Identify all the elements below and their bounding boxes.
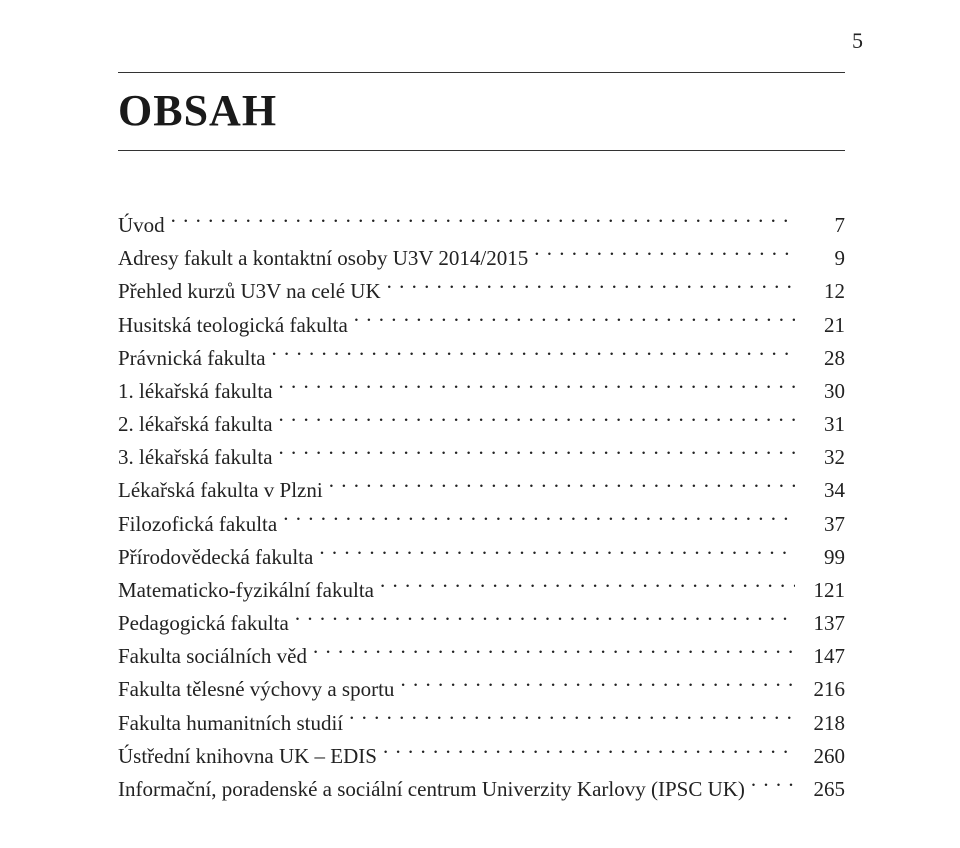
- toc-row: Právnická fakulta 28: [118, 342, 845, 375]
- toc-entry-page: 121: [801, 574, 845, 607]
- toc-row: Husitská teologická fakulta 21: [118, 309, 845, 342]
- toc-row: Fakulta sociálních věd 147: [118, 640, 845, 673]
- toc-row: Ústřední knihovna UK – EDIS 260: [118, 740, 845, 773]
- toc-entry-label: Ústřední knihovna UK – EDIS: [118, 740, 377, 773]
- toc-entry-page: 216: [801, 673, 845, 706]
- toc-entry-label: Přírodovědecká fakulta: [118, 541, 313, 574]
- toc-entry-page: 137: [801, 607, 845, 640]
- page-title: OBSAH: [118, 85, 845, 136]
- toc-leader-dots: [534, 244, 795, 265]
- toc-row: Matematicko-fyzikální fakulta 121: [118, 574, 845, 607]
- toc-row: Přehled kurzů U3V na celé UK 12: [118, 275, 845, 308]
- toc-entry-page: 21: [801, 309, 845, 342]
- toc-entry-page: 32: [801, 441, 845, 474]
- toc-entry-label: Lékařská fakulta v Plzni: [118, 474, 323, 507]
- toc-leader-dots: [272, 344, 795, 365]
- toc-row: Pedagogická fakulta 137: [118, 607, 845, 640]
- toc-row: Fakulta tělesné výchovy a sportu 216: [118, 673, 845, 706]
- toc-leader-dots: [279, 443, 795, 464]
- toc-entry-label: 1. lékařská fakulta: [118, 375, 273, 408]
- toc-entry-label: Informační, poradenské a sociální centru…: [118, 773, 745, 806]
- toc-leader-dots: [329, 476, 795, 497]
- toc-row: Lékařská fakulta v Plzni 34: [118, 474, 845, 507]
- page-container: 5 OBSAH Úvod 7 Adresy fakult a kontaktní o…: [0, 0, 960, 806]
- toc-entry-label: Husitská teologická fakulta: [118, 309, 348, 342]
- table-of-contents: Úvod 7 Adresy fakult a kontaktní osoby U3V…: [118, 209, 845, 806]
- toc-leader-dots: [279, 410, 795, 431]
- toc-entry-label: Pedagogická fakulta: [118, 607, 289, 640]
- title-rule-bottom: [118, 150, 845, 151]
- toc-leader-dots: [319, 543, 795, 564]
- toc-row: 1. lékařská fakulta 30: [118, 375, 845, 408]
- toc-row: Informační, poradenské a sociální centru…: [118, 773, 845, 806]
- toc-entry-page: 260: [801, 740, 845, 773]
- toc-leader-dots: [751, 775, 795, 796]
- toc-entry-label: Fakulta humanitních studií: [118, 707, 343, 740]
- toc-leader-dots: [295, 609, 795, 630]
- toc-leader-dots: [349, 709, 795, 730]
- toc-entry-page: 31: [801, 408, 845, 441]
- toc-row: 2. lékařská fakulta 31: [118, 408, 845, 441]
- toc-entry-page: 147: [801, 640, 845, 673]
- toc-entry-page: 12: [801, 275, 845, 308]
- toc-row: Filozofická fakulta 37: [118, 508, 845, 541]
- toc-entry-label: Fakulta tělesné výchovy a sportu: [118, 673, 394, 706]
- toc-leader-dots: [313, 642, 795, 663]
- toc-row: Adresy fakult a kontaktní osoby U3V 2014…: [118, 242, 845, 275]
- toc-leader-dots: [380, 576, 795, 597]
- toc-entry-label: Fakulta sociálních věd: [118, 640, 307, 673]
- toc-entry-page: 7: [801, 209, 845, 242]
- toc-leader-dots: [383, 742, 795, 763]
- toc-entry-page: 265: [801, 773, 845, 806]
- toc-row: 3. lékařská fakulta 32: [118, 441, 845, 474]
- toc-row: Přírodovědecká fakulta 99: [118, 541, 845, 574]
- toc-entry-page: 218: [801, 707, 845, 740]
- page-number: 5: [118, 28, 863, 54]
- toc-entry-label: 2. lékařská fakulta: [118, 408, 273, 441]
- toc-entry-label: Právnická fakulta: [118, 342, 266, 375]
- toc-row: Úvod 7: [118, 209, 845, 242]
- toc-leader-dots: [279, 377, 795, 398]
- toc-entry-page: 99: [801, 541, 845, 574]
- toc-entry-label: Úvod: [118, 209, 165, 242]
- toc-entry-label: Matematicko-fyzikální fakulta: [118, 574, 374, 607]
- toc-entry-page: 28: [801, 342, 845, 375]
- toc-entry-page: 34: [801, 474, 845, 507]
- toc-leader-dots: [400, 675, 795, 696]
- toc-leader-dots: [283, 510, 795, 531]
- toc-entry-label: Adresy fakult a kontaktní osoby U3V 2014…: [118, 242, 528, 275]
- title-rule-top: [118, 72, 845, 73]
- toc-row: Fakulta humanitních studií 218: [118, 707, 845, 740]
- toc-entry-label: Přehled kurzů U3V na celé UK: [118, 275, 381, 308]
- toc-leader-dots: [354, 311, 795, 332]
- toc-entry-page: 30: [801, 375, 845, 408]
- toc-leader-dots: [387, 277, 795, 298]
- toc-leader-dots: [171, 211, 795, 232]
- toc-entry-page: 9: [801, 242, 845, 275]
- toc-entry-label: Filozofická fakulta: [118, 508, 277, 541]
- toc-entry-page: 37: [801, 508, 845, 541]
- toc-entry-label: 3. lékařská fakulta: [118, 441, 273, 474]
